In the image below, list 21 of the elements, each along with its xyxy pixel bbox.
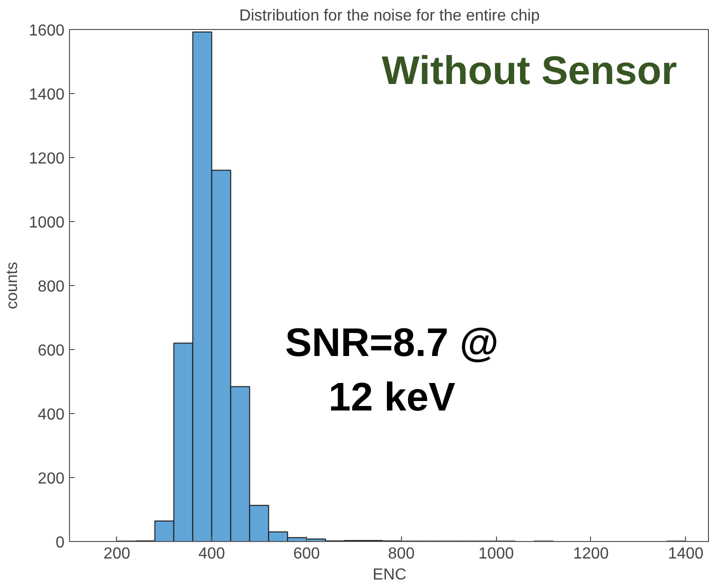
- y-tick-label: 1000: [28, 214, 65, 232]
- y-axis-title: counts: [4, 262, 21, 310]
- y-tick-label: 800: [38, 278, 65, 296]
- x-tick-label: 800: [388, 546, 415, 562]
- y-tick-label: 400: [38, 406, 65, 424]
- x-axis-title: ENC: [372, 566, 406, 584]
- y-tick-label: 200: [38, 470, 65, 488]
- y-tick-label: 600: [38, 342, 65, 360]
- y-tick-label: 1600: [28, 22, 65, 40]
- x-tick-label: 1400: [668, 546, 704, 562]
- x-tick-label: 1000: [478, 546, 514, 562]
- x-tick-label: 1200: [573, 546, 609, 562]
- chart-title: Distribution for the noise for the entire chip: [239, 8, 540, 24]
- annotation: Without Sensor: [382, 49, 677, 94]
- x-tick-label: 200: [104, 546, 130, 562]
- annotation: SNR=8.7 @ 12 keV: [285, 321, 499, 420]
- y-tick-label: 0: [56, 534, 65, 552]
- x-tick-label: 400: [198, 546, 226, 562]
- y-tick-label: 1200: [28, 150, 65, 168]
- y-tick-label: 1400: [28, 86, 65, 104]
- x-tick-label: 600: [293, 546, 320, 562]
